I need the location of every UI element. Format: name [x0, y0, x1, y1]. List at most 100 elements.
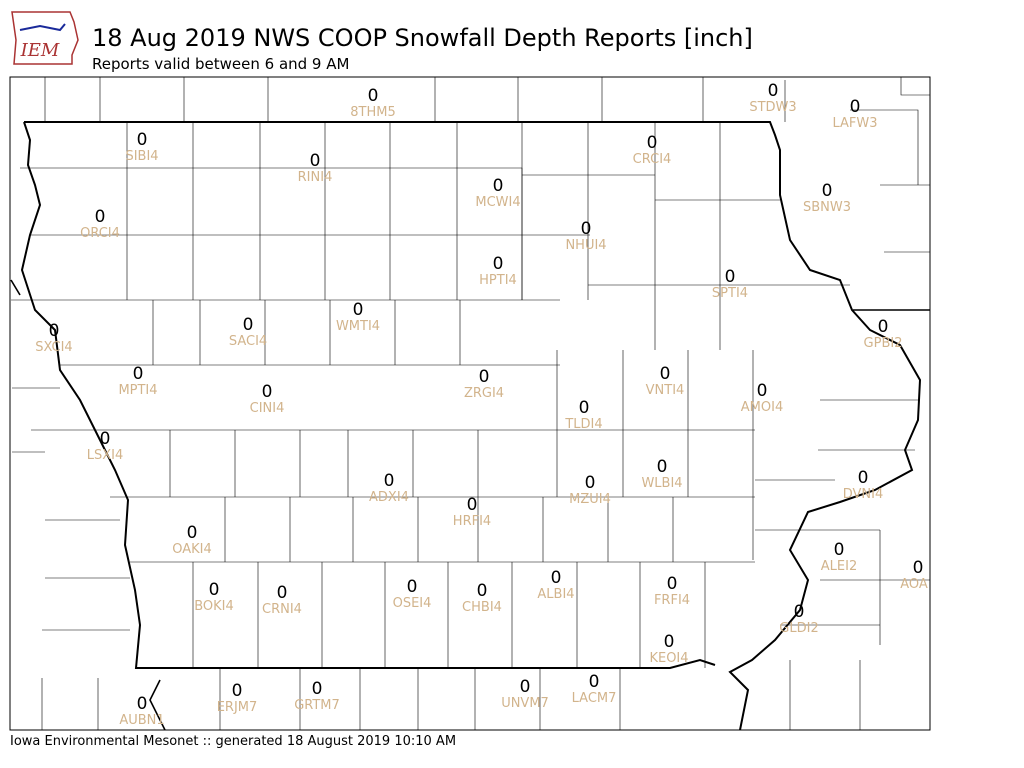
station-id: OSEI4 [393, 596, 432, 611]
station-value: 0 [757, 381, 768, 401]
station-value: 0 [384, 471, 395, 491]
station-id: DVNI4 [843, 487, 884, 502]
station-id: HRFI4 [453, 514, 491, 529]
station-value: 0 [137, 694, 148, 714]
station-id: ALEI2 [821, 559, 857, 574]
station-id: SIBI4 [125, 149, 158, 164]
station-id: FRFI4 [654, 593, 690, 608]
station-value: 0 [581, 219, 592, 239]
state-border [20, 121, 922, 731]
station-value: 0 [834, 540, 845, 560]
station-id: SACI4 [229, 334, 267, 349]
station-value: 0 [312, 679, 323, 699]
logo: IEM [11, 11, 79, 65]
station-value: 0 [100, 429, 111, 449]
station-id: STDW3 [749, 100, 796, 115]
station-id: OAKI4 [172, 542, 212, 557]
station-value: 0 [660, 364, 671, 384]
station-value: 0 [585, 473, 596, 493]
station-value: 0 [913, 558, 924, 578]
station-id: WLBI4 [641, 476, 682, 491]
station-value: 0 [407, 577, 418, 597]
logo-shape [11, 11, 79, 65]
station-id: ADXI4 [369, 490, 409, 505]
station-value: 0 [667, 574, 678, 594]
station-value: 0 [310, 151, 321, 171]
station-id: ALBI4 [537, 587, 574, 602]
station-id: CRNI4 [262, 602, 302, 617]
station-value: 0 [664, 632, 675, 652]
county-lines [11, 77, 930, 730]
station-value: 0 [657, 457, 668, 477]
station-value: 0 [467, 495, 478, 515]
station-id: CRCI4 [633, 152, 672, 167]
station-value: 0 [187, 523, 198, 543]
station-value: 0 [368, 86, 379, 106]
station-id: MZUI4 [569, 492, 611, 507]
station-value: 0 [794, 602, 805, 622]
station-id: ERJM7 [217, 700, 258, 715]
station-value: 0 [493, 254, 504, 274]
station-id: LSXI4 [87, 448, 124, 463]
station-id: KEOI4 [649, 651, 688, 666]
map-frame [9, 76, 931, 731]
station-id: ORCI4 [80, 226, 120, 241]
station-id: CHBI4 [462, 600, 502, 615]
state-border-extra [10, 279, 930, 731]
station-id: SBNW3 [803, 200, 851, 215]
footer: Iowa Environmental Mesonet :: generated … [10, 734, 456, 749]
station-value: 0 [243, 315, 254, 335]
station-id: LACM7 [572, 691, 617, 706]
station-id: ZRGI4 [464, 386, 504, 401]
station-value: 0 [589, 672, 600, 692]
station-id: MCWI4 [475, 195, 520, 210]
station-id: MPTI4 [118, 383, 157, 398]
station-id: GLDI2 [779, 621, 818, 636]
station-id: AOA [900, 577, 928, 592]
station-value: 0 [850, 97, 861, 117]
station-value: 0 [133, 364, 144, 384]
station-id: TLDI4 [564, 417, 602, 432]
station-id: HPTI4 [479, 273, 517, 288]
subtitle: Reports valid between 6 and 9 AM [92, 55, 349, 73]
station-value: 0 [768, 81, 779, 101]
title: 18 Aug 2019 NWS COOP Snowfall Depth Repo… [92, 24, 753, 52]
station-value: 0 [209, 580, 220, 600]
station-value: 0 [725, 267, 736, 287]
logo-mark [19, 23, 66, 32]
station-value: 0 [579, 398, 590, 418]
logo-text: IEM [20, 40, 60, 61]
station-id: SPTI4 [712, 286, 748, 301]
station-value: 0 [95, 207, 106, 227]
station-id: WMTI4 [336, 319, 380, 334]
station-id: GRTM7 [294, 698, 340, 713]
station-id: VNTI4 [646, 383, 685, 398]
station-id: BOKI4 [194, 599, 234, 614]
station-value: 0 [822, 181, 833, 201]
station-value: 0 [479, 367, 490, 387]
station-value: 0 [520, 677, 531, 697]
station-value: 0 [493, 176, 504, 196]
station-value: 0 [477, 581, 488, 601]
station-value: 0 [232, 681, 243, 701]
station-value: 0 [353, 300, 364, 320]
station-id: RINI4 [298, 170, 333, 185]
station-id: NHUI4 [565, 238, 606, 253]
station-value: 0 [878, 317, 889, 337]
station-value: 0 [647, 133, 658, 153]
station-id: AMOI4 [741, 400, 783, 415]
station-value: 0 [137, 130, 148, 150]
station-id: UNVM7 [501, 696, 549, 711]
station-value: 0 [49, 321, 60, 341]
station-id: CINI4 [250, 401, 285, 416]
station-id: GPBI2 [864, 336, 903, 351]
station-id: LAFW3 [832, 116, 877, 131]
station-id: 8THM5 [350, 105, 395, 120]
station-id: SXCI4 [35, 340, 72, 355]
station-id: AUBN1 [119, 713, 164, 728]
station-value: 0 [277, 583, 288, 603]
station-value: 0 [262, 382, 273, 402]
station-value: 0 [858, 468, 869, 488]
